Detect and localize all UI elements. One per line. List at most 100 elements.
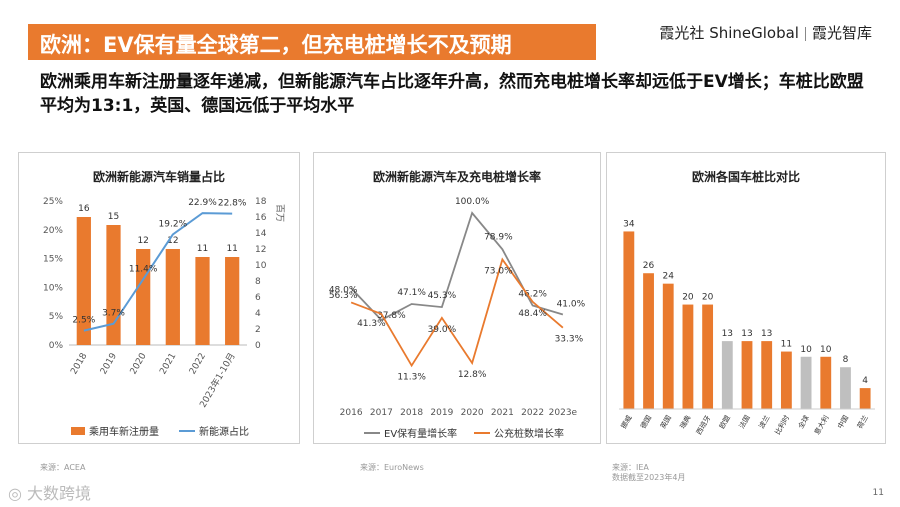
- x-tick-label: 挪威: [619, 414, 634, 431]
- y-tick-label-left: 15%: [43, 255, 63, 265]
- bar-new-registrations: [225, 257, 240, 345]
- y-tick-label-right: 18: [255, 197, 267, 207]
- x-tick-label: 全球: [796, 414, 811, 431]
- bar-data-label: 13: [722, 329, 733, 339]
- footer-logo-icon: ◎: [8, 484, 28, 503]
- footer-logo-text: 大数跨境: [27, 484, 92, 503]
- bar-car-charger-ratio: [662, 283, 674, 409]
- bar-car-charger-ratio: [840, 367, 851, 409]
- line-data-label: 39.0%: [428, 325, 457, 335]
- bar-data-label: 12: [137, 236, 148, 246]
- chart-panel-growth: 欧洲新能源汽车及充电桩增长率 56.3% 37.8% 47.1% 45.3% 100.0%…: [313, 152, 601, 444]
- y-tick-label-right: 16: [255, 213, 267, 223]
- chart-title: 欧洲新能源汽车及充电桩增长率: [373, 169, 541, 184]
- bar-data-label: 11: [197, 244, 208, 254]
- bar-data-label: 11: [781, 340, 792, 350]
- bar-data-label: 20: [702, 293, 714, 303]
- x-tick-label: 2016: [340, 408, 363, 418]
- chart-car-charger-ratio: 欧洲各国车桩比对比 34 挪威 26 德国 24 英国 20 瑞典 20 西班牙 13 欧盟 13 法国 13…: [619, 169, 875, 437]
- source-iea: 来源：IEA: [612, 463, 649, 472]
- bar-car-charger-ratio: [623, 231, 635, 409]
- y-tick-label-left: 10%: [43, 283, 63, 293]
- brand-name: 霞光社 ShineGlobal: [659, 24, 799, 42]
- line-data-label: 11.3%: [397, 373, 426, 383]
- right-axis-label: 百万: [274, 204, 285, 222]
- x-tick-label: 2022: [188, 352, 208, 377]
- title-banner: [28, 24, 596, 60]
- legend-swatch-registrations: [71, 427, 85, 435]
- bar-data-label: 24: [663, 272, 675, 282]
- y-tick-label-left: 5%: [49, 312, 64, 322]
- line-data-label: 19.2%: [159, 219, 188, 229]
- y-tick-label-right: 4: [255, 309, 261, 319]
- bar-car-charger-ratio: [702, 304, 714, 409]
- x-tick-label: 2021: [158, 352, 178, 377]
- y-tick-label-right: 6: [255, 293, 261, 303]
- footer-logo: ◎ 大数跨境: [8, 480, 91, 504]
- y-tick-label-right: 0: [255, 341, 261, 351]
- x-tick-label: 2018: [69, 351, 89, 376]
- bar-data-label: 20: [682, 293, 694, 303]
- line-data-label: 12.8%: [458, 370, 487, 380]
- bar-data-label: 11: [226, 244, 237, 254]
- line-data-label: 73.0%: [484, 266, 513, 276]
- source-euronews: 来源：EuroNews: [360, 463, 424, 472]
- line-data-label: 22.8%: [218, 199, 247, 209]
- bar-data-label: 10: [800, 345, 812, 355]
- x-tick-label: 德国: [638, 414, 653, 431]
- y-tick-label-right: 10: [255, 261, 267, 271]
- x-tick-label: 瑞典: [678, 414, 693, 431]
- bar-data-label: 34: [623, 219, 635, 229]
- line-data-label: 3.7%: [102, 309, 125, 319]
- line-ev-stock-growth: [350, 211, 564, 322]
- x-tick-label: 意大利: [812, 414, 830, 437]
- x-tick-label: 2020: [461, 408, 484, 418]
- line-data-label: 41.3%: [357, 319, 386, 329]
- y-tick-label-right: 14: [255, 229, 267, 239]
- line-data-label: 46.2%: [518, 290, 547, 300]
- bar-new-registrations: [76, 217, 91, 345]
- x-tick-label: 法国: [737, 414, 752, 431]
- bar-data-label: 10: [820, 345, 832, 355]
- brand-divider: [804, 26, 806, 41]
- x-tick-label: 欧盟: [717, 414, 732, 431]
- bar-car-charger-ratio: [800, 356, 812, 409]
- brand-logo: 霞光社 ShineGlobal 霞光智库: [659, 22, 872, 43]
- y-tick-label-right: 12: [255, 245, 266, 255]
- legend-label: 乘用车新注册量: [89, 425, 159, 438]
- bar-car-charger-ratio: [761, 341, 773, 409]
- line-data-label: 11.4%: [129, 264, 158, 274]
- x-tick-label: 比利时: [773, 414, 791, 437]
- line-data-label: 78.9%: [484, 232, 513, 242]
- source-iea-note: 数据截至2023年4月: [612, 473, 686, 482]
- bar-car-charger-ratio: [780, 351, 792, 409]
- y-tick-label-left: 20%: [43, 226, 63, 236]
- bar-car-charger-ratio: [859, 388, 871, 409]
- bar-new-registrations: [195, 257, 210, 345]
- source-acea: 来源：ACEA: [40, 463, 86, 472]
- chart-growth-rate: 欧洲新能源汽车及充电桩增长率 56.3% 37.8% 47.1% 45.3% 100.0%…: [329, 169, 586, 440]
- chart-title: 欧洲新能源汽车销量占比: [93, 169, 225, 184]
- legend-label: 新能源占比: [199, 425, 249, 438]
- line-data-label: 48.4%: [518, 309, 547, 319]
- page-title: 欧洲：EV保有量全球第二，但充电桩增长不及预期: [40, 33, 512, 57]
- chart-panel-car-charger-ratio: 欧洲各国车桩比对比 34 挪威 26 德国 24 英国 20 瑞典 20 西班牙 13 欧盟 13 法国 13…: [606, 152, 886, 444]
- x-tick-label: 2019: [99, 351, 119, 376]
- x-tick-label: 2023e: [549, 408, 578, 418]
- bar-car-charger-ratio: [741, 341, 753, 409]
- line-data-label: 48.0%: [329, 285, 358, 295]
- y-tick-label-right: 8: [255, 277, 261, 287]
- chart-ev-share: 欧洲新能源汽车销量占比 0% 5% 10% 15% 20% 25% 0 2 4 6 8 10 12 14 16…: [43, 169, 285, 438]
- x-tick-label: 2020: [129, 351, 149, 376]
- y-tick-label-left: 25%: [43, 197, 63, 207]
- bar-new-registrations: [165, 249, 180, 345]
- line-data-label: 33.3%: [555, 335, 584, 345]
- line-data-label: 47.1%: [397, 288, 426, 298]
- x-tick-label: 中国: [835, 414, 850, 431]
- line-data-label: 37.8%: [377, 311, 406, 321]
- x-tick-label: 西班牙: [694, 414, 712, 437]
- page-subtitle: 欧洲乘用车新注册量逐年递减，但新能源汽车占比逐年升高，然而充电桩增长率却远低于E…: [40, 72, 864, 116]
- bar-data-label: 12: [167, 236, 178, 246]
- bar-data-label: 13: [741, 329, 752, 339]
- y-tick-label-left: 0%: [49, 341, 64, 351]
